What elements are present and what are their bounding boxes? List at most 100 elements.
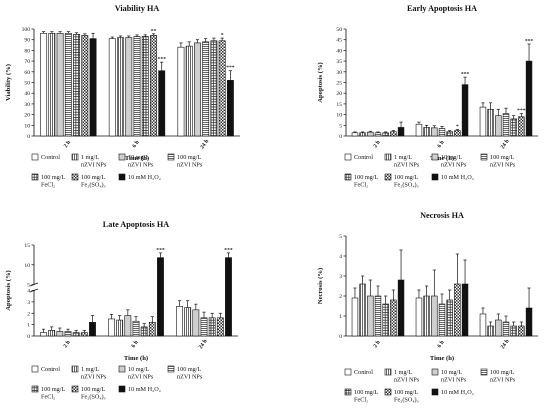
y-tick-label: 2 [339,294,342,300]
legend-swatch-check [71,385,79,393]
legend-label: 100 mg/L [177,154,201,161]
bar-6h-s2 [431,295,438,337]
y-tick-label: 100 [22,27,31,33]
x-category-label: 6 h [131,339,141,349]
legend-label: Fe₂(SO₄)₃ [394,182,419,189]
legend-group-label: nZVI NPs [394,162,420,169]
significance-mark: *** [158,57,167,63]
bar-24h-s2 [193,42,201,137]
bar-24h-s1 [487,325,494,337]
bar-6h-s2 [125,37,133,137]
legend-swatch-check [384,173,392,181]
legend-group-label: nZVI NPs [441,377,467,384]
y-tick-label: 40 [24,91,30,97]
bar-2h-s0 [40,332,47,337]
significance-mark: *** [224,247,233,253]
legend-swatch-grid [31,385,39,393]
y-tick-label: 50 [336,27,342,33]
axis-break-gap [30,285,38,290]
bar-2h-s2 [367,295,374,337]
x-category-label: 24 h [199,138,210,150]
legend-swatch-white [31,365,39,373]
bar-6h-s6 [158,70,166,137]
legend-label: 100 mg/L [490,154,514,161]
y-tick-label: 30 [24,102,30,108]
bar-6h-s1 [117,37,124,137]
legend-swatch-light [118,365,126,373]
legend-label: 100 mg/L [394,389,418,396]
y-tick-label: 80 [24,48,30,54]
bar-6h-s2 [124,315,132,337]
legend-swatch-check [71,173,79,181]
bar-2h-s4 [382,132,389,137]
y-tick-label: 50 [24,81,30,87]
legend-swatch-grid [31,173,39,181]
legend-group-label: nZVI NPs [81,162,107,169]
significance-mark: * [456,124,459,130]
bar-2h-s3 [374,295,382,337]
y-tick-label: 10 [24,123,30,129]
y-tick-label: 4 [27,289,30,295]
y-tick-label: 5 [339,123,342,129]
legend-label: 10 mM H₂O₂ [441,389,474,396]
legend-group-label: nZVI NPs [81,374,107,381]
bar-6h-s5 [454,283,461,337]
bar-24h-s2 [495,319,502,337]
x-axis-label: Time (h) [430,155,454,162]
bar-24h-s1 [487,108,494,137]
bar-24h-s6 [525,307,533,337]
bar-2h-s6 [397,279,405,337]
bar-24h-s6 [525,60,533,137]
legend-group-label: nZVI NPs [177,374,203,381]
bar-2h-s3 [64,32,72,137]
legend-label: 1 mg/L [394,154,412,161]
legend-label: 10 mM H₂O₂ [128,174,161,181]
chart-title: Necrosis HA [420,211,464,220]
legend-swatch-hstripe [480,153,488,161]
x-category-label: 24 h [500,138,511,150]
bar-2h-s1 [359,132,366,137]
legend-label: 100 mg/L [354,174,378,181]
legend-swatch-light [431,368,439,376]
legend-swatch-black [431,388,439,396]
legend-swatch-black [118,173,126,181]
legend-label: 1 mg/L [394,369,412,376]
significance-mark: *** [461,72,470,78]
bar-24h-s4 [210,40,218,137]
y-tick-label: 0 [27,134,30,140]
bar-6h-s4 [141,36,149,137]
bar-2h-s5 [81,35,89,137]
chart-title: Early Apoptosis HA [407,4,477,13]
x-category-label: 6 h [437,139,447,149]
bar-2h-s2 [367,131,374,137]
significance-mark: ** [151,28,157,34]
y-tick-label: 0 [339,134,342,140]
legend-label: Control [41,366,60,373]
axis-break-mark [29,282,39,287]
bar-24h-s5 [218,40,226,137]
x-category-label: 24 h [500,338,511,350]
bar-6h-s5 [148,322,156,337]
legend-label: 100 mg/L [394,174,418,181]
legend-label: 1 mg/L [81,366,99,373]
legend-label: 10 mM H₂O₂ [441,174,474,181]
bar-6h-s1 [116,319,124,337]
legend-label: 100 mg/L [81,174,105,181]
bar-24h-s6 [225,257,232,337]
x-axis-label: Time (h) [430,355,454,362]
bar-2h-s0 [351,297,359,337]
legend-swatch-light [431,153,439,161]
bar-6h-s4 [446,299,453,337]
bar-6h-s3 [132,320,140,337]
x-axis-label: Time (h) [124,355,148,362]
legend-label: 10 mg/L [128,366,149,373]
legend-label: 100 mg/L [490,369,514,376]
bar-24h-s0 [479,313,487,337]
bar-6h-s6 [461,84,469,137]
chart-panel-0: Viability HA 0 10 20 30 40 50 60 70 80 90 100 Viabil… [5,4,240,189]
bar-6h-s1 [423,127,430,137]
significance-mark: *** [517,108,526,114]
legend-label: Control [354,154,373,161]
y-tick-label: 60 [24,70,30,76]
